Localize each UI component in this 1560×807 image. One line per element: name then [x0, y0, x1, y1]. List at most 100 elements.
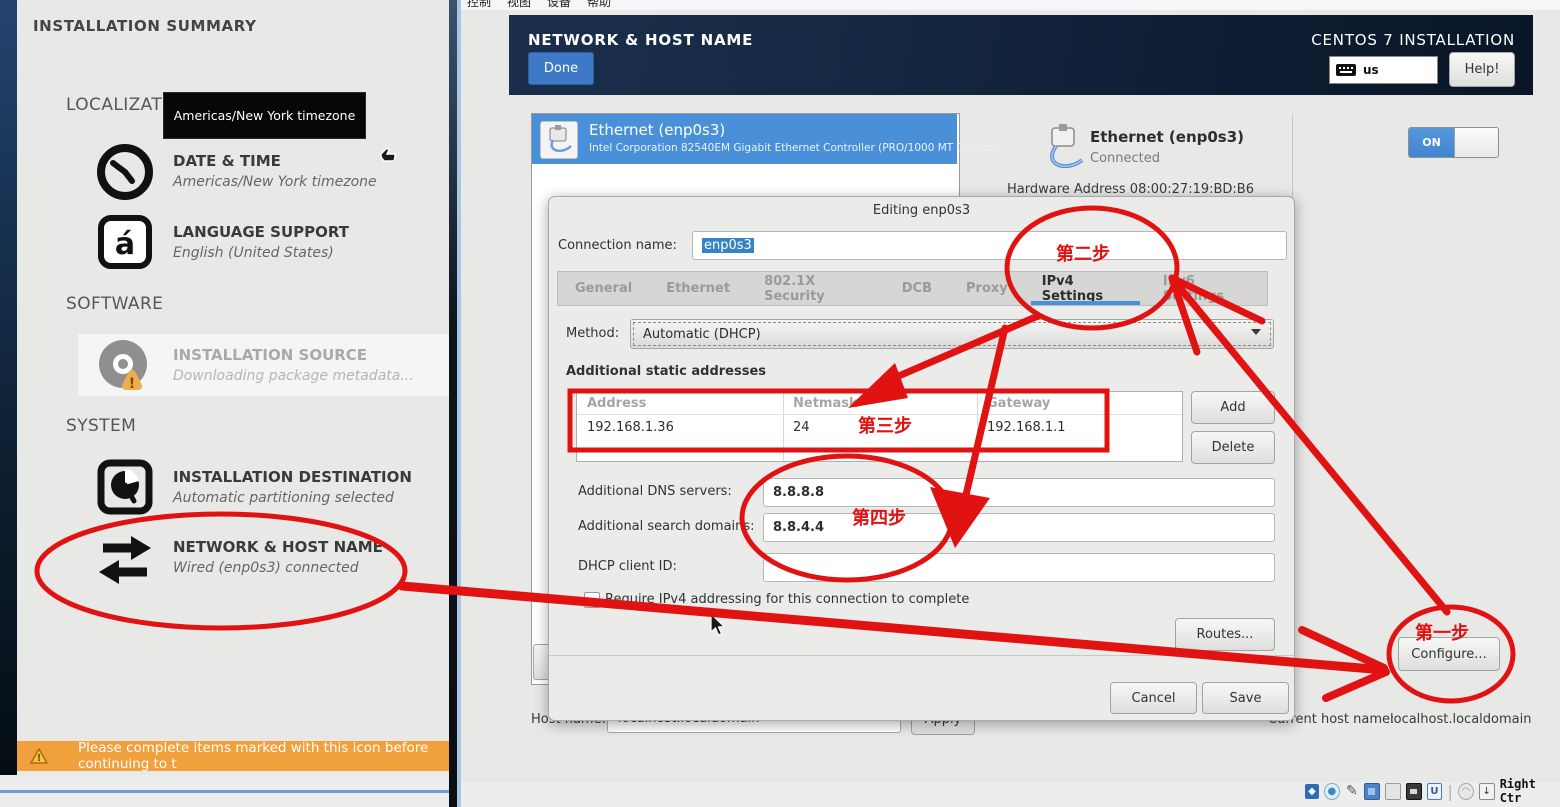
sidebar-item-language-support[interactable]: LANGUAGE SUPPORT — [173, 223, 349, 241]
method-label: Method: — [566, 326, 620, 341]
tab-dcb[interactable]: DCB — [901, 281, 933, 296]
connection-name-input[interactable]: enp0s3 — [692, 231, 1287, 260]
network-icon[interactable] — [1363, 782, 1380, 800]
device-list-item[interactable]: Ethernet (enp0s3) Intel Corporation 8254… — [532, 114, 1000, 164]
mouse-icon: ◠ — [1457, 782, 1474, 800]
tab-proxy[interactable]: Proxy — [966, 281, 1008, 296]
mouse-cursor-icon — [710, 612, 726, 641]
dns-input[interactable]: 8.8.8.8 — [763, 478, 1275, 507]
cancel-button[interactable]: Cancel — [1110, 682, 1197, 714]
chevron-down-icon — [1251, 329, 1261, 335]
ethernet-connected-icon — [1038, 124, 1086, 174]
clock-icon — [95, 142, 155, 202]
disc-warning-icon: ! — [95, 336, 155, 396]
svg-text:!: ! — [129, 376, 135, 392]
device-description: Intel Corporation 82540EM Gigabit Ethern… — [589, 142, 1000, 154]
audio-icon[interactable]: ✎ — [1345, 783, 1358, 799]
device-name: Ethernet (enp0s3) — [589, 121, 726, 139]
method-dropdown[interactable]: Automatic (DHCP) — [630, 319, 1274, 349]
sidebar-item-network-host-name[interactable]: NETWORK & HOST NAME — [173, 538, 383, 556]
keyboard-a-icon: á — [95, 212, 155, 272]
device-on-off-toggle[interactable]: ON — [1408, 127, 1499, 158]
svg-text:á: á — [115, 227, 135, 262]
section-localization: LOCALIZATION — [66, 95, 195, 115]
hub-window-bottom-edge — [0, 790, 452, 793]
static-addresses-table: Address Netmask Gateway 192.168.1.36 24 … — [576, 391, 1183, 462]
save-button[interactable]: Save — [1202, 682, 1289, 714]
menu-devices[interactable]: 设备 — [547, 0, 572, 9]
editing-enp0s3-dialog: Editing enp0s3 Connection name: enp0s3 G… — [548, 196, 1295, 721]
hard-disk-icon[interactable]: ◆ — [1305, 783, 1319, 799]
toggle-slider — [1454, 128, 1498, 157]
vm-window-left-edge — [449, 0, 457, 807]
host-key-text: Right Ctr — [1499, 777, 1536, 805]
ethernet-plug-icon — [540, 121, 578, 159]
dhcp-client-id-label: DHCP client ID: — [578, 559, 677, 574]
language-support-subtitle: English (United States) — [173, 245, 334, 261]
date-time-subtitle: Americas/New York timezone — [173, 174, 377, 190]
dialog-title: Editing enp0s3 — [872, 203, 971, 218]
warning-triangle-icon: ! — [30, 748, 48, 764]
sidebar-item-installation-destination[interactable]: INSTALLATION DESTINATION — [173, 468, 412, 486]
keyboard-layout-indicator[interactable]: us — [1329, 56, 1438, 84]
add-button[interactable]: Add — [1191, 391, 1275, 424]
dhcp-client-id-input[interactable] — [763, 553, 1275, 582]
hub-left-navy-strip — [0, 0, 17, 775]
tab-ethernet[interactable]: Ethernet — [666, 281, 731, 296]
installation-source-subtitle: Downloading package metadata... — [173, 368, 414, 384]
display-icon[interactable] — [1405, 782, 1422, 800]
connection-name-value: enp0s3 — [702, 238, 754, 253]
col-netmask: Netmask — [793, 396, 858, 411]
cell-address: 192.168.1.36 — [587, 420, 674, 435]
menu-view[interactable]: 视图 — [507, 0, 532, 9]
cell-netmask: 24 — [793, 420, 810, 435]
warning-bar: ! Please complete items marked with this… — [17, 740, 449, 772]
delete-button[interactable]: Delete — [1191, 431, 1275, 464]
sidebar-item-date-time[interactable]: DATE & TIME — [173, 152, 281, 170]
hand-cursor-icon — [376, 145, 398, 171]
vm-status-bar: ◆ ● ✎ U | ◠ ↓ Right Ctr — [1305, 777, 1560, 805]
detail-device-name: Ethernet (enp0s3) — [1090, 128, 1245, 146]
status-separator: | — [1447, 781, 1453, 801]
require-ipv4-checkbox[interactable] — [584, 592, 600, 608]
keyboard-icon — [1336, 63, 1356, 77]
network-arrows-icon — [95, 532, 155, 588]
connection-name-label: Connection name: — [558, 238, 677, 253]
dns-label: Additional DNS servers: — [578, 484, 732, 499]
col-address: Address — [587, 396, 647, 411]
dialog-separator — [549, 655, 1294, 656]
current-host-name-value: localhost.localdomain — [1390, 712, 1532, 727]
column-separator — [783, 392, 784, 461]
configure-button[interactable]: Configure... — [1398, 637, 1500, 671]
static-addresses-title: Additional static addresses — [566, 364, 767, 379]
routes-button[interactable]: Routes... — [1175, 618, 1275, 651]
sidebar-item-installation-source[interactable]: INSTALLATION SOURCE — [173, 346, 368, 364]
done-button[interactable]: Done — [528, 52, 594, 85]
optical-disc-icon[interactable]: ● — [1323, 782, 1340, 800]
tab-ipv4-settings[interactable]: IPv4 Settings — [1025, 272, 1146, 305]
menu-machine[interactable]: 控制 — [467, 0, 492, 9]
page-title: INSTALLATION SUMMARY — [33, 17, 257, 35]
tab-8021x-security[interactable]: 802.1X Security — [764, 273, 825, 304]
hardware-address: Hardware Address 08:00:27:19:BD:B6 — [1007, 182, 1254, 197]
toggle-on-label: ON — [1409, 128, 1454, 157]
help-button[interactable]: Help! — [1449, 52, 1515, 87]
product-title: CENTOS 7 INSTALLATION — [1311, 31, 1515, 49]
menu-help[interactable]: 帮助 — [587, 0, 612, 9]
folder-icon[interactable] — [1384, 782, 1401, 800]
installation-destination-subtitle: Automatic partitioning selected — [173, 490, 394, 506]
usb-icon[interactable]: U — [1426, 782, 1443, 800]
col-gateway: Gateway — [987, 396, 1051, 411]
dialog-tab-bar: General Ethernet 802.1X Security DCB Pro… — [557, 271, 1268, 306]
section-software: SOFTWARE — [66, 294, 164, 314]
section-system: SYSTEM — [66, 416, 137, 436]
vm-window-left-highlight — [457, 0, 461, 807]
search-domains-label: Additional search domains: — [578, 519, 755, 534]
tab-ipv6-settings[interactable]: IPv6 Settings — [1162, 273, 1225, 304]
detail-device-status: Connected — [1090, 151, 1161, 166]
header-row-separator — [577, 414, 1182, 415]
tab-general[interactable]: General — [575, 281, 633, 296]
search-domains-input[interactable]: 8.8.4.4 — [763, 513, 1275, 542]
current-host-name-label: Current host name: — [1268, 712, 1395, 727]
